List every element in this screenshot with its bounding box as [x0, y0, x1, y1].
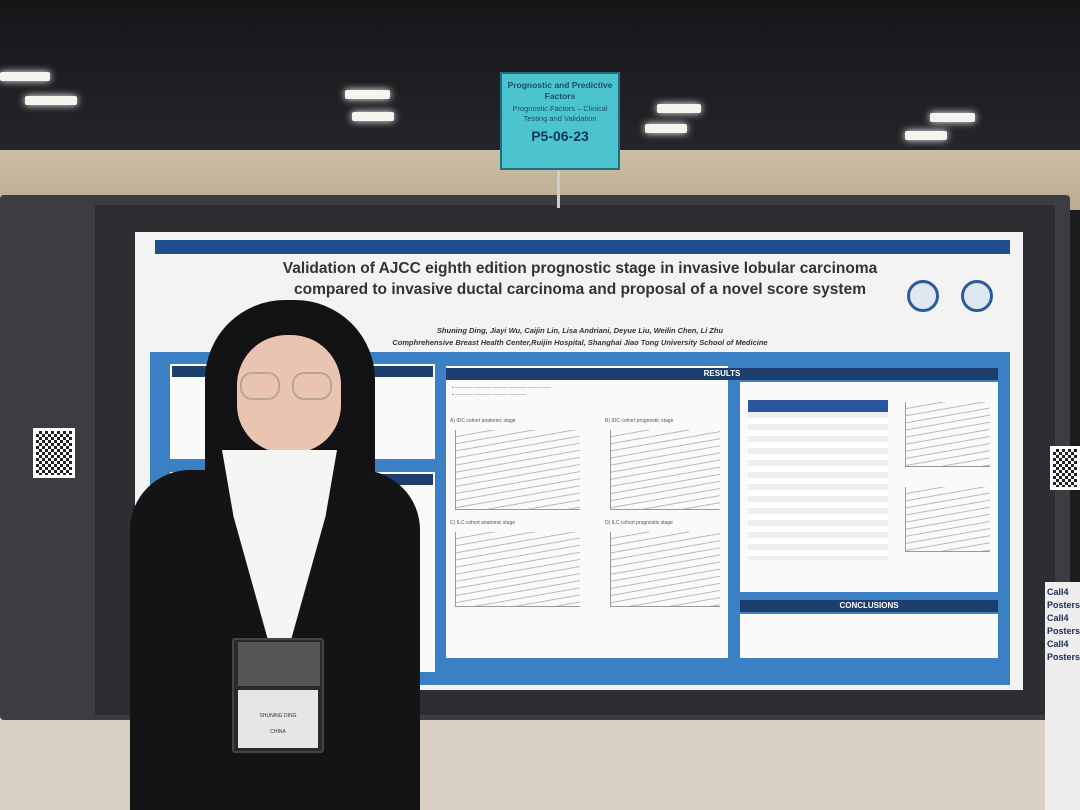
panel-label: B) IDC cohort prognostic stage [605, 418, 674, 424]
ceiling-light [352, 112, 394, 121]
survival-plot [905, 487, 990, 552]
ceiling-light [0, 72, 50, 81]
affiliation: Comphrehensive Breast Health Center,Ruij… [392, 338, 768, 347]
survival-plot [455, 532, 580, 607]
poster-title: Validation of AJCC eighth edition progno… [282, 260, 878, 298]
author-list: Shuning Ding, Jiayi Wu, Caijin Lin, Lisa… [436, 326, 724, 335]
poster-number: P5-06-23 [531, 128, 589, 144]
sign-pole [557, 168, 560, 208]
poster-authors: Shuning Ding, Jiayi Wu, Caijin Lin, Lisa… [250, 325, 910, 349]
sign-subcategory: Prognostic Factors – Clinical Testing an… [512, 104, 608, 123]
poster-top-bar [155, 240, 1010, 254]
sign-category: Prognostic and Predictive Factors [507, 80, 613, 101]
badge-country: CHINA [270, 729, 286, 735]
ceiling-light [645, 124, 687, 133]
badge-header [238, 642, 320, 686]
qr-code [33, 428, 75, 478]
ceiling-light [905, 131, 947, 140]
sponsor-banner: Call4 Posters Call4 Posters Call4 Poster… [1045, 582, 1080, 810]
session-sign: Prognostic and Predictive Factors Progno… [500, 72, 620, 170]
conclusions-header: CONCLUSIONS [740, 600, 998, 612]
survival-plot [610, 532, 720, 607]
panel-label: A) IDC cohort anatomic stage [450, 418, 516, 424]
ceiling-light [345, 90, 390, 99]
survival-plot [905, 402, 990, 467]
panel-label: C) ILC cohort anatomic stage [450, 520, 516, 526]
survival-plot [455, 430, 580, 510]
ceiling-light [930, 113, 975, 122]
badge-name: SHUNING DING [259, 713, 297, 719]
results-text: • ———— ———— ——— ———— ——— —— • ———— ———— —… [452, 385, 552, 397]
results-header: RESULTS [446, 368, 998, 380]
ceiling-light [657, 104, 701, 113]
badge-card: SHUNING DING CHINA [238, 690, 318, 748]
university-logo [907, 280, 939, 312]
results-panel [446, 366, 728, 658]
hospital-logo [961, 280, 993, 312]
conclusions-panel [740, 614, 998, 658]
qr-code [1050, 446, 1080, 490]
panel-label: D) ILC cohort prognostic stage [605, 520, 673, 526]
results-table [748, 400, 888, 560]
glasses [240, 372, 280, 400]
survival-plot [610, 430, 720, 510]
glasses [292, 372, 332, 400]
ceiling-light [25, 96, 77, 105]
